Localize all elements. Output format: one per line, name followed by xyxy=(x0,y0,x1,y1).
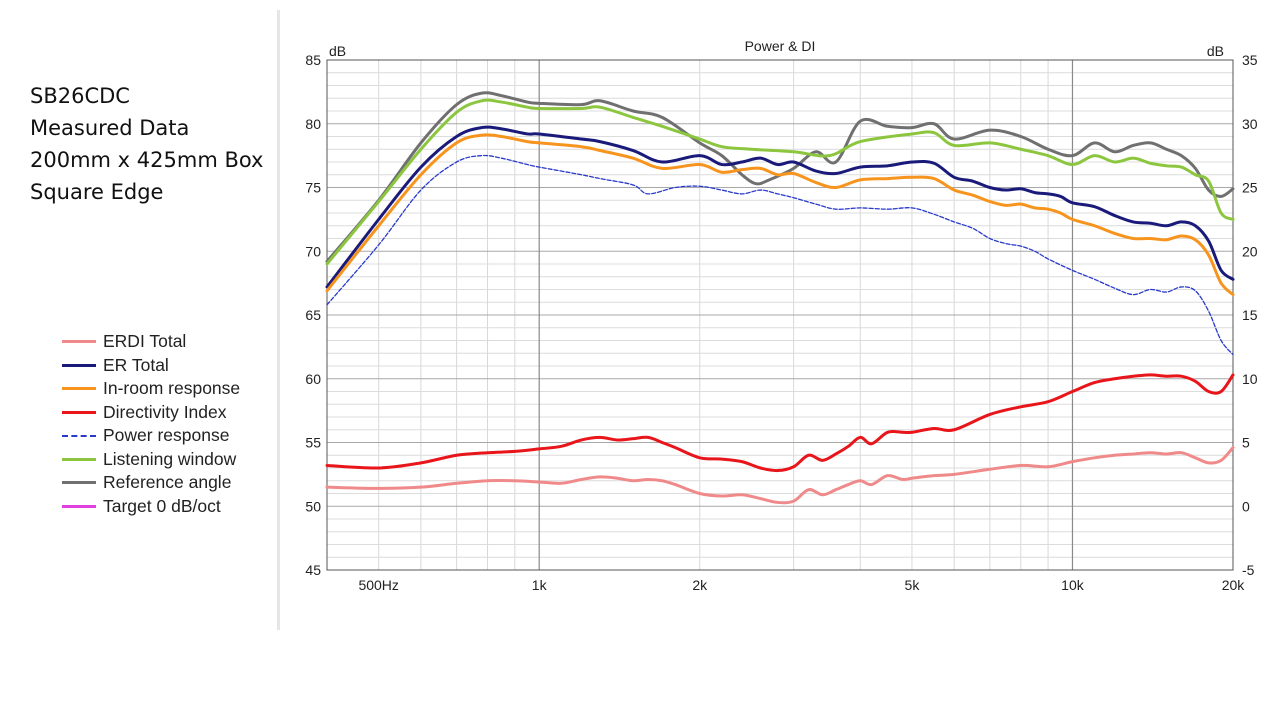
y-tick-label-right: -5 xyxy=(1242,562,1255,578)
chart-panel: Power & DI dB dB 45 50 55 60 65 70 75 80 85 -5 0 5… xyxy=(277,10,1280,630)
y-ticks-right: -5 0 5 10 15 20 25 30 35 xyxy=(1242,52,1258,578)
series-reference-angle-line xyxy=(325,91,1235,263)
grid-major xyxy=(327,60,1233,570)
series-listening-window-line xyxy=(325,98,1235,266)
series-directivity-index-line xyxy=(325,373,1235,473)
legend-swatch xyxy=(62,363,96,367)
legend-label: Power response xyxy=(103,425,230,446)
legend-label: ER Total xyxy=(103,354,169,375)
y-tick-label-right: 0 xyxy=(1242,498,1250,514)
legend-item-reference-angle: Reference angle xyxy=(62,471,240,495)
x-tick-label: 20k xyxy=(1222,577,1246,593)
chart-notes: SB26CDC Measured Data 200mm x 425mm Box … xyxy=(30,80,263,208)
y-tick-label-left: 65 xyxy=(305,307,321,323)
y-tick-label-right: 15 xyxy=(1242,307,1258,323)
y-tick-label-left: 60 xyxy=(305,371,321,387)
chart-legend: ERDI Total ER Total In-room response Dir… xyxy=(62,330,240,518)
x-ticks: 500Hz 1k 2k 5k 10k 20k xyxy=(358,577,1245,593)
y-tick-label-left: 75 xyxy=(305,180,321,196)
legend-label: Reference angle xyxy=(103,472,232,493)
y-axis-label-right: dB xyxy=(1207,43,1224,59)
series-er-total-line xyxy=(325,125,1235,289)
series-power-response-line xyxy=(326,154,1234,356)
y-tick-label-left: 70 xyxy=(305,243,321,259)
x-tick-label: 1k xyxy=(532,577,548,593)
legend-item-directivity-index: Directivity Index xyxy=(62,401,240,425)
x-tick-label: 2k xyxy=(692,577,708,593)
y-tick-label-right: 30 xyxy=(1242,116,1258,132)
x-tick-label: 500Hz xyxy=(358,577,398,593)
legend-label: Directivity Index xyxy=(103,401,227,422)
legend-swatch xyxy=(62,457,96,461)
legend-item-erdi-total: ERDI Total xyxy=(62,330,240,354)
legend-item-er-total: ER Total xyxy=(62,354,240,378)
note-line: Measured Data xyxy=(30,116,190,140)
legend-item-in-room-response: In-room response xyxy=(62,377,240,401)
y-tick-label-right: 35 xyxy=(1242,52,1258,68)
y-tick-label-right: 5 xyxy=(1242,435,1250,451)
note-line: 200mm x 425mm Box xyxy=(30,148,264,172)
series-erdi-total-line xyxy=(325,446,1235,505)
y-tick-label-right: 20 xyxy=(1242,243,1258,259)
x-tick-label: 10k xyxy=(1061,577,1085,593)
legend-swatch xyxy=(62,504,96,508)
legend-label: ERDI Total xyxy=(103,331,187,352)
legend-swatch xyxy=(62,340,96,344)
legend-label: Target 0 dB/oct xyxy=(103,495,221,516)
legend-item-target: Target 0 dB/oct xyxy=(62,495,240,519)
y-ticks-left: 45 50 55 60 65 70 75 80 85 xyxy=(305,52,321,578)
note-line: SB26CDC xyxy=(30,84,130,108)
legend-item-power-response: Power response xyxy=(62,424,240,448)
y-tick-label-left: 45 xyxy=(305,562,321,578)
power-di-chart: Power & DI dB dB 45 50 55 60 65 70 75 80 85 -5 0 5… xyxy=(305,38,1258,593)
y-tick-label-left: 85 xyxy=(305,52,321,68)
series-layer xyxy=(325,91,1235,505)
note-line: Square Edge xyxy=(30,180,164,204)
y-tick-label-right: 25 xyxy=(1242,180,1258,196)
chart-title: Power & DI xyxy=(745,38,816,54)
y-tick-label-left: 80 xyxy=(305,116,321,132)
series-in-room-response-line xyxy=(325,133,1235,297)
y-axis-label-left: dB xyxy=(329,43,346,59)
y-tick-label-left: 50 xyxy=(305,498,321,514)
legend-swatch xyxy=(62,387,96,391)
legend-swatch xyxy=(62,410,96,414)
legend-label: In-room response xyxy=(103,378,241,399)
legend-item-listening-window: Listening window xyxy=(62,448,240,472)
plot-frame xyxy=(326,59,1234,571)
legend-swatch xyxy=(62,481,96,485)
y-tick-label-right: 10 xyxy=(1242,371,1258,387)
legend-label: Listening window xyxy=(103,448,237,469)
x-tick-label: 5k xyxy=(905,577,921,593)
legend-swatch xyxy=(62,434,96,437)
y-tick-label-left: 55 xyxy=(305,435,321,451)
